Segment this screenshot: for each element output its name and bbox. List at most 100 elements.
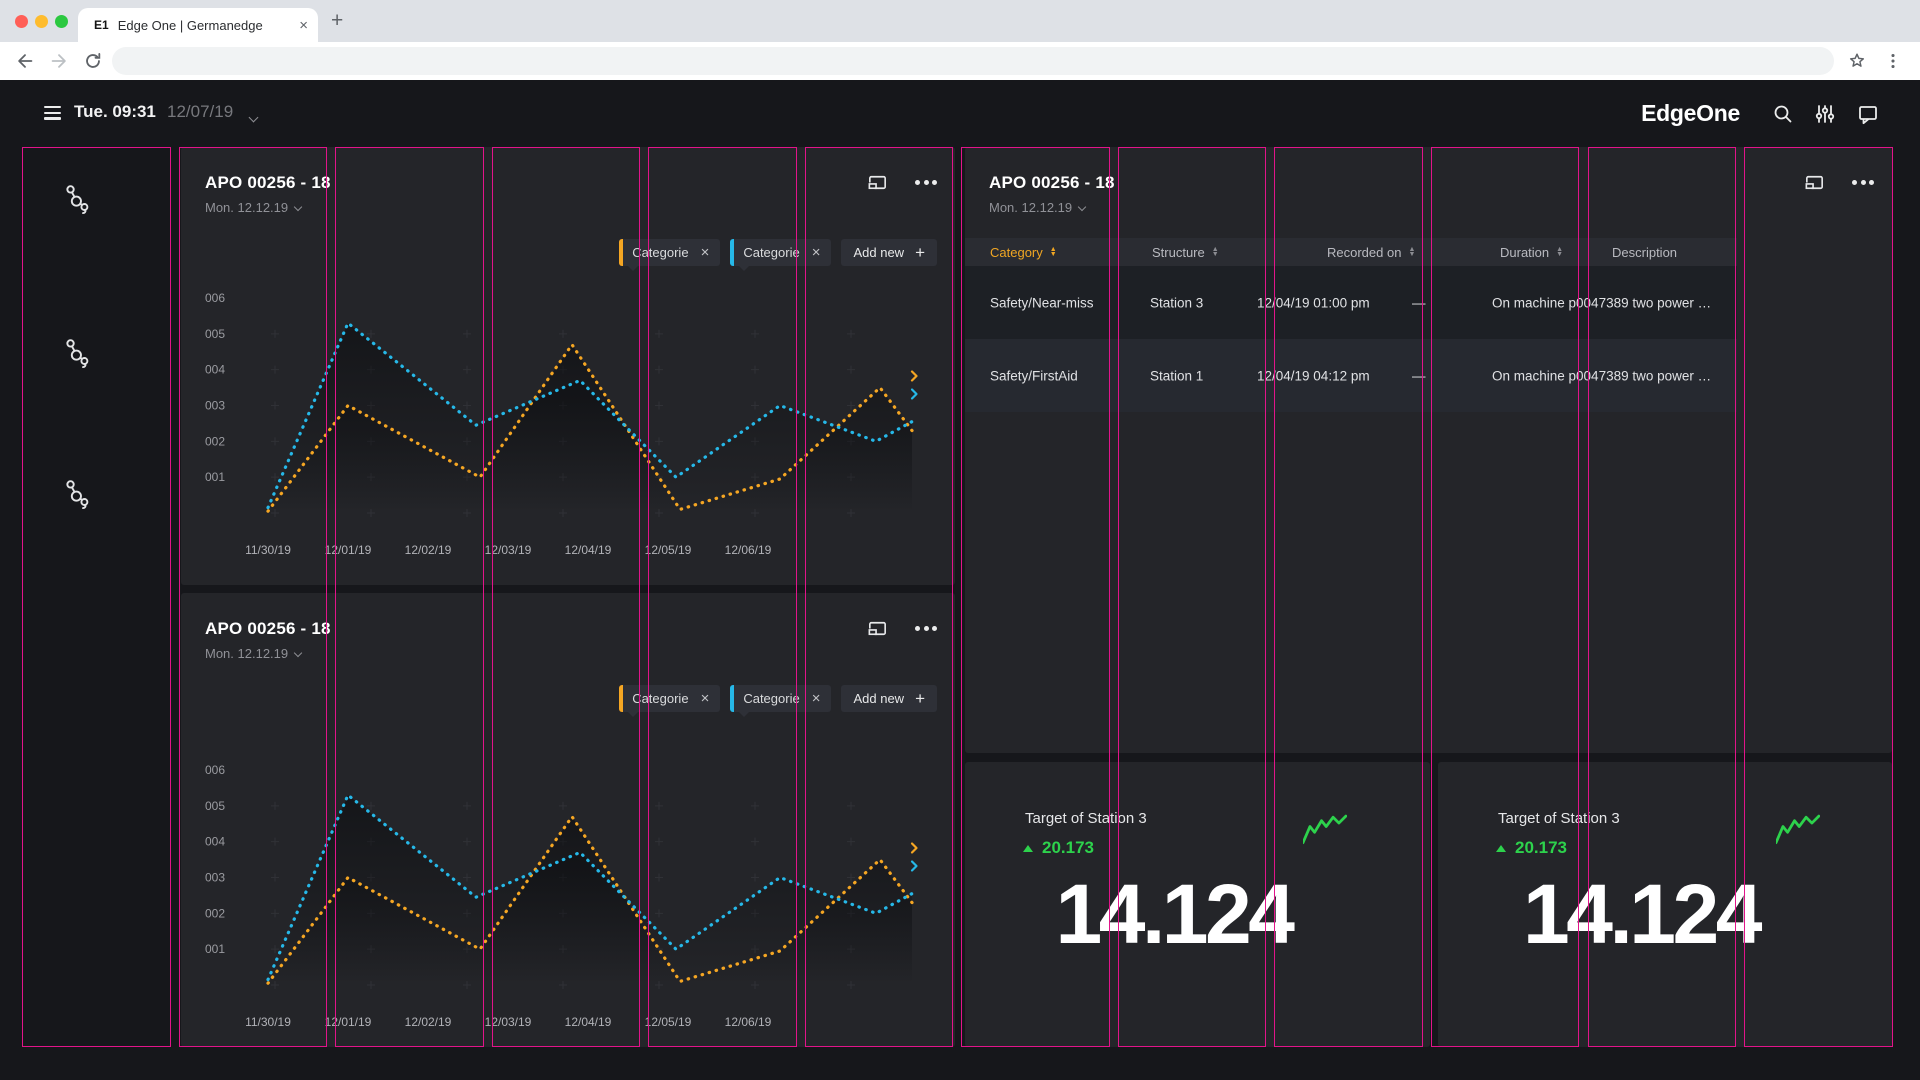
chat-icon[interactable] — [1857, 103, 1879, 125]
chevron-down-icon — [1077, 202, 1087, 211]
card-date-dropdown[interactable]: Mon. 12.12.19 — [205, 646, 303, 661]
arrow-up-icon — [1023, 844, 1033, 852]
svg-text:004: 004 — [205, 835, 225, 849]
card-title: APO 00256 - 18 — [989, 173, 1115, 192]
chevron-down-icon — [293, 648, 303, 657]
card-subtitle: Mon. 12.12.19 — [205, 200, 289, 215]
chip-tail — [628, 712, 639, 717]
category-chip[interactable]: Categorie × — [619, 239, 721, 271]
chevron-down-icon[interactable] — [248, 108, 259, 126]
date-selector[interactable]: 12/07/19 — [167, 102, 234, 121]
current-time: Tue. 09:31 — [74, 102, 156, 121]
kpi-card: Target of Station 3 20.173 14.124 — [965, 762, 1430, 1047]
category-chip[interactable]: Categorie × — [619, 685, 721, 717]
grid-column-guide — [22, 147, 171, 1047]
table-cell: — — [1412, 368, 1426, 383]
card-subtitle: Mon. 12.12.19 — [205, 646, 289, 661]
reload-icon[interactable] — [82, 50, 104, 72]
card-date-dropdown[interactable]: Mon. 12.12.19 — [989, 200, 1087, 215]
kpi-delta-value: 20.173 — [1042, 838, 1094, 857]
card-title: APO 00256 - 18 — [205, 619, 331, 638]
svg-text:005: 005 — [205, 799, 225, 813]
node-graph-icon[interactable] — [62, 183, 94, 215]
chip-label: Categorie — [632, 691, 689, 706]
incident-table-card: APO 00256 - 18 Mon. 12.12.19 Category ▲ ▼ … — [965, 147, 1892, 753]
chip-label: Categorie — [632, 245, 689, 260]
chip-tail — [739, 266, 750, 271]
more-options-icon[interactable] — [915, 171, 937, 194]
tab-close-icon[interactable]: × — [299, 16, 308, 34]
kpi-label: Target of Station 3 — [1025, 810, 1147, 827]
search-icon[interactable] — [1772, 103, 1794, 125]
app-top-bar: Tue. 09:31 12/07/19 EdgeOne — [0, 80, 1920, 147]
node-graph-icon[interactable] — [62, 478, 94, 510]
svg-text:12/02/19: 12/02/19 — [405, 1015, 452, 1029]
close-window-icon[interactable] — [15, 15, 28, 28]
svg-text:12/02/19: 12/02/19 — [405, 543, 452, 557]
column-header-duration[interactable]: Duration ▲ ▼ — [1500, 244, 1564, 260]
node-graph-icon[interactable] — [62, 337, 94, 369]
sort-icon: ▲ ▼ — [1049, 245, 1057, 259]
table-cell: Safety/FirstAid — [990, 368, 1078, 383]
add-new-button[interactable]: Add new + — [841, 239, 937, 266]
address-bar[interactable] — [112, 47, 1834, 75]
sparkline — [1303, 814, 1347, 845]
present-to-screen-icon[interactable] — [1803, 171, 1826, 194]
column-header-structure[interactable]: Structure ▲ ▼ — [1152, 244, 1219, 260]
table-cell: On machine p0047389 two power … — [1492, 368, 1712, 383]
svg-text:12/04/19: 12/04/19 — [565, 1015, 612, 1029]
svg-text:006: 006 — [205, 763, 225, 777]
filter-sliders-icon[interactable] — [1814, 103, 1836, 125]
kpi-delta: 20.173 — [1496, 838, 1567, 858]
dashboard: APO 00256 - 18 Mon. 12.12.19 Categorie × … — [0, 147, 1920, 1080]
svg-text:12/03/19: 12/03/19 — [485, 1015, 532, 1029]
present-to-screen-icon[interactable] — [866, 171, 889, 194]
table-row[interactable]: Safety/Near-miss Station 3 12/04/19 01:00 … — [965, 266, 1737, 339]
svg-text:006: 006 — [205, 291, 225, 305]
tab-favicon: E1 — [94, 18, 109, 32]
chip-tail — [739, 712, 750, 717]
minimize-window-icon[interactable] — [35, 15, 48, 28]
column-header-category[interactable]: Category ▲ ▼ — [990, 244, 1057, 260]
column-header-recorded-on[interactable]: Recorded on ▲ ▼ — [1327, 244, 1416, 260]
table-cell: Safety/Near-miss — [990, 295, 1094, 310]
category-chip[interactable]: Categorie × — [730, 239, 832, 271]
zoom-window-icon[interactable] — [55, 15, 68, 28]
kpi-delta: 20.173 — [1023, 838, 1094, 858]
plus-icon: + — [915, 242, 925, 262]
back-icon[interactable] — [14, 50, 36, 72]
chart-card: APO 00256 - 18 Mon. 12.12.19 Categorie × … — [181, 147, 955, 585]
more-options-icon[interactable] — [1852, 171, 1874, 194]
add-new-label: Add new — [853, 245, 905, 260]
table-cell: On machine p0047389 two power … — [1492, 295, 1712, 310]
card-subtitle: Mon. 12.12.19 — [989, 200, 1073, 215]
svg-text:002: 002 — [205, 906, 225, 920]
table-cell: 12/04/19 01:00 pm — [1257, 295, 1370, 310]
browser-menu-icon[interactable] — [1882, 50, 1904, 72]
present-to-screen-icon[interactable] — [866, 617, 889, 640]
more-options-icon[interactable] — [915, 617, 937, 640]
card-date-dropdown[interactable]: Mon. 12.12.19 — [205, 200, 303, 215]
browser-tab[interactable]: E1 Edge One | Germanedge × — [78, 8, 318, 42]
add-new-label: Add new — [853, 691, 905, 706]
remove-chip-icon[interactable]: × — [811, 244, 821, 261]
chip-label: Categorie — [743, 691, 800, 706]
plus-icon: + — [915, 688, 925, 708]
table-cell: Station 1 — [1150, 368, 1204, 383]
table-row[interactable]: Safety/FirstAid Station 1 12/04/19 04:12 p… — [965, 339, 1737, 412]
category-chip[interactable]: Categorie × — [730, 685, 832, 717]
remove-chip-icon[interactable]: × — [700, 244, 710, 261]
new-tab-button[interactable]: + — [331, 9, 344, 32]
sparkline — [1776, 814, 1820, 845]
menu-icon[interactable] — [44, 106, 61, 120]
remove-chip-icon[interactable]: × — [811, 690, 821, 707]
remove-chip-icon[interactable]: × — [700, 690, 710, 707]
chevron-down-icon — [293, 202, 303, 211]
add-new-button[interactable]: Add new + — [841, 685, 937, 712]
bookmark-star-icon[interactable] — [1846, 50, 1868, 72]
svg-text:005: 005 — [205, 327, 225, 341]
svg-text:002: 002 — [205, 434, 225, 448]
svg-text:12/01/19: 12/01/19 — [325, 543, 372, 557]
forward-icon[interactable] — [48, 50, 70, 72]
